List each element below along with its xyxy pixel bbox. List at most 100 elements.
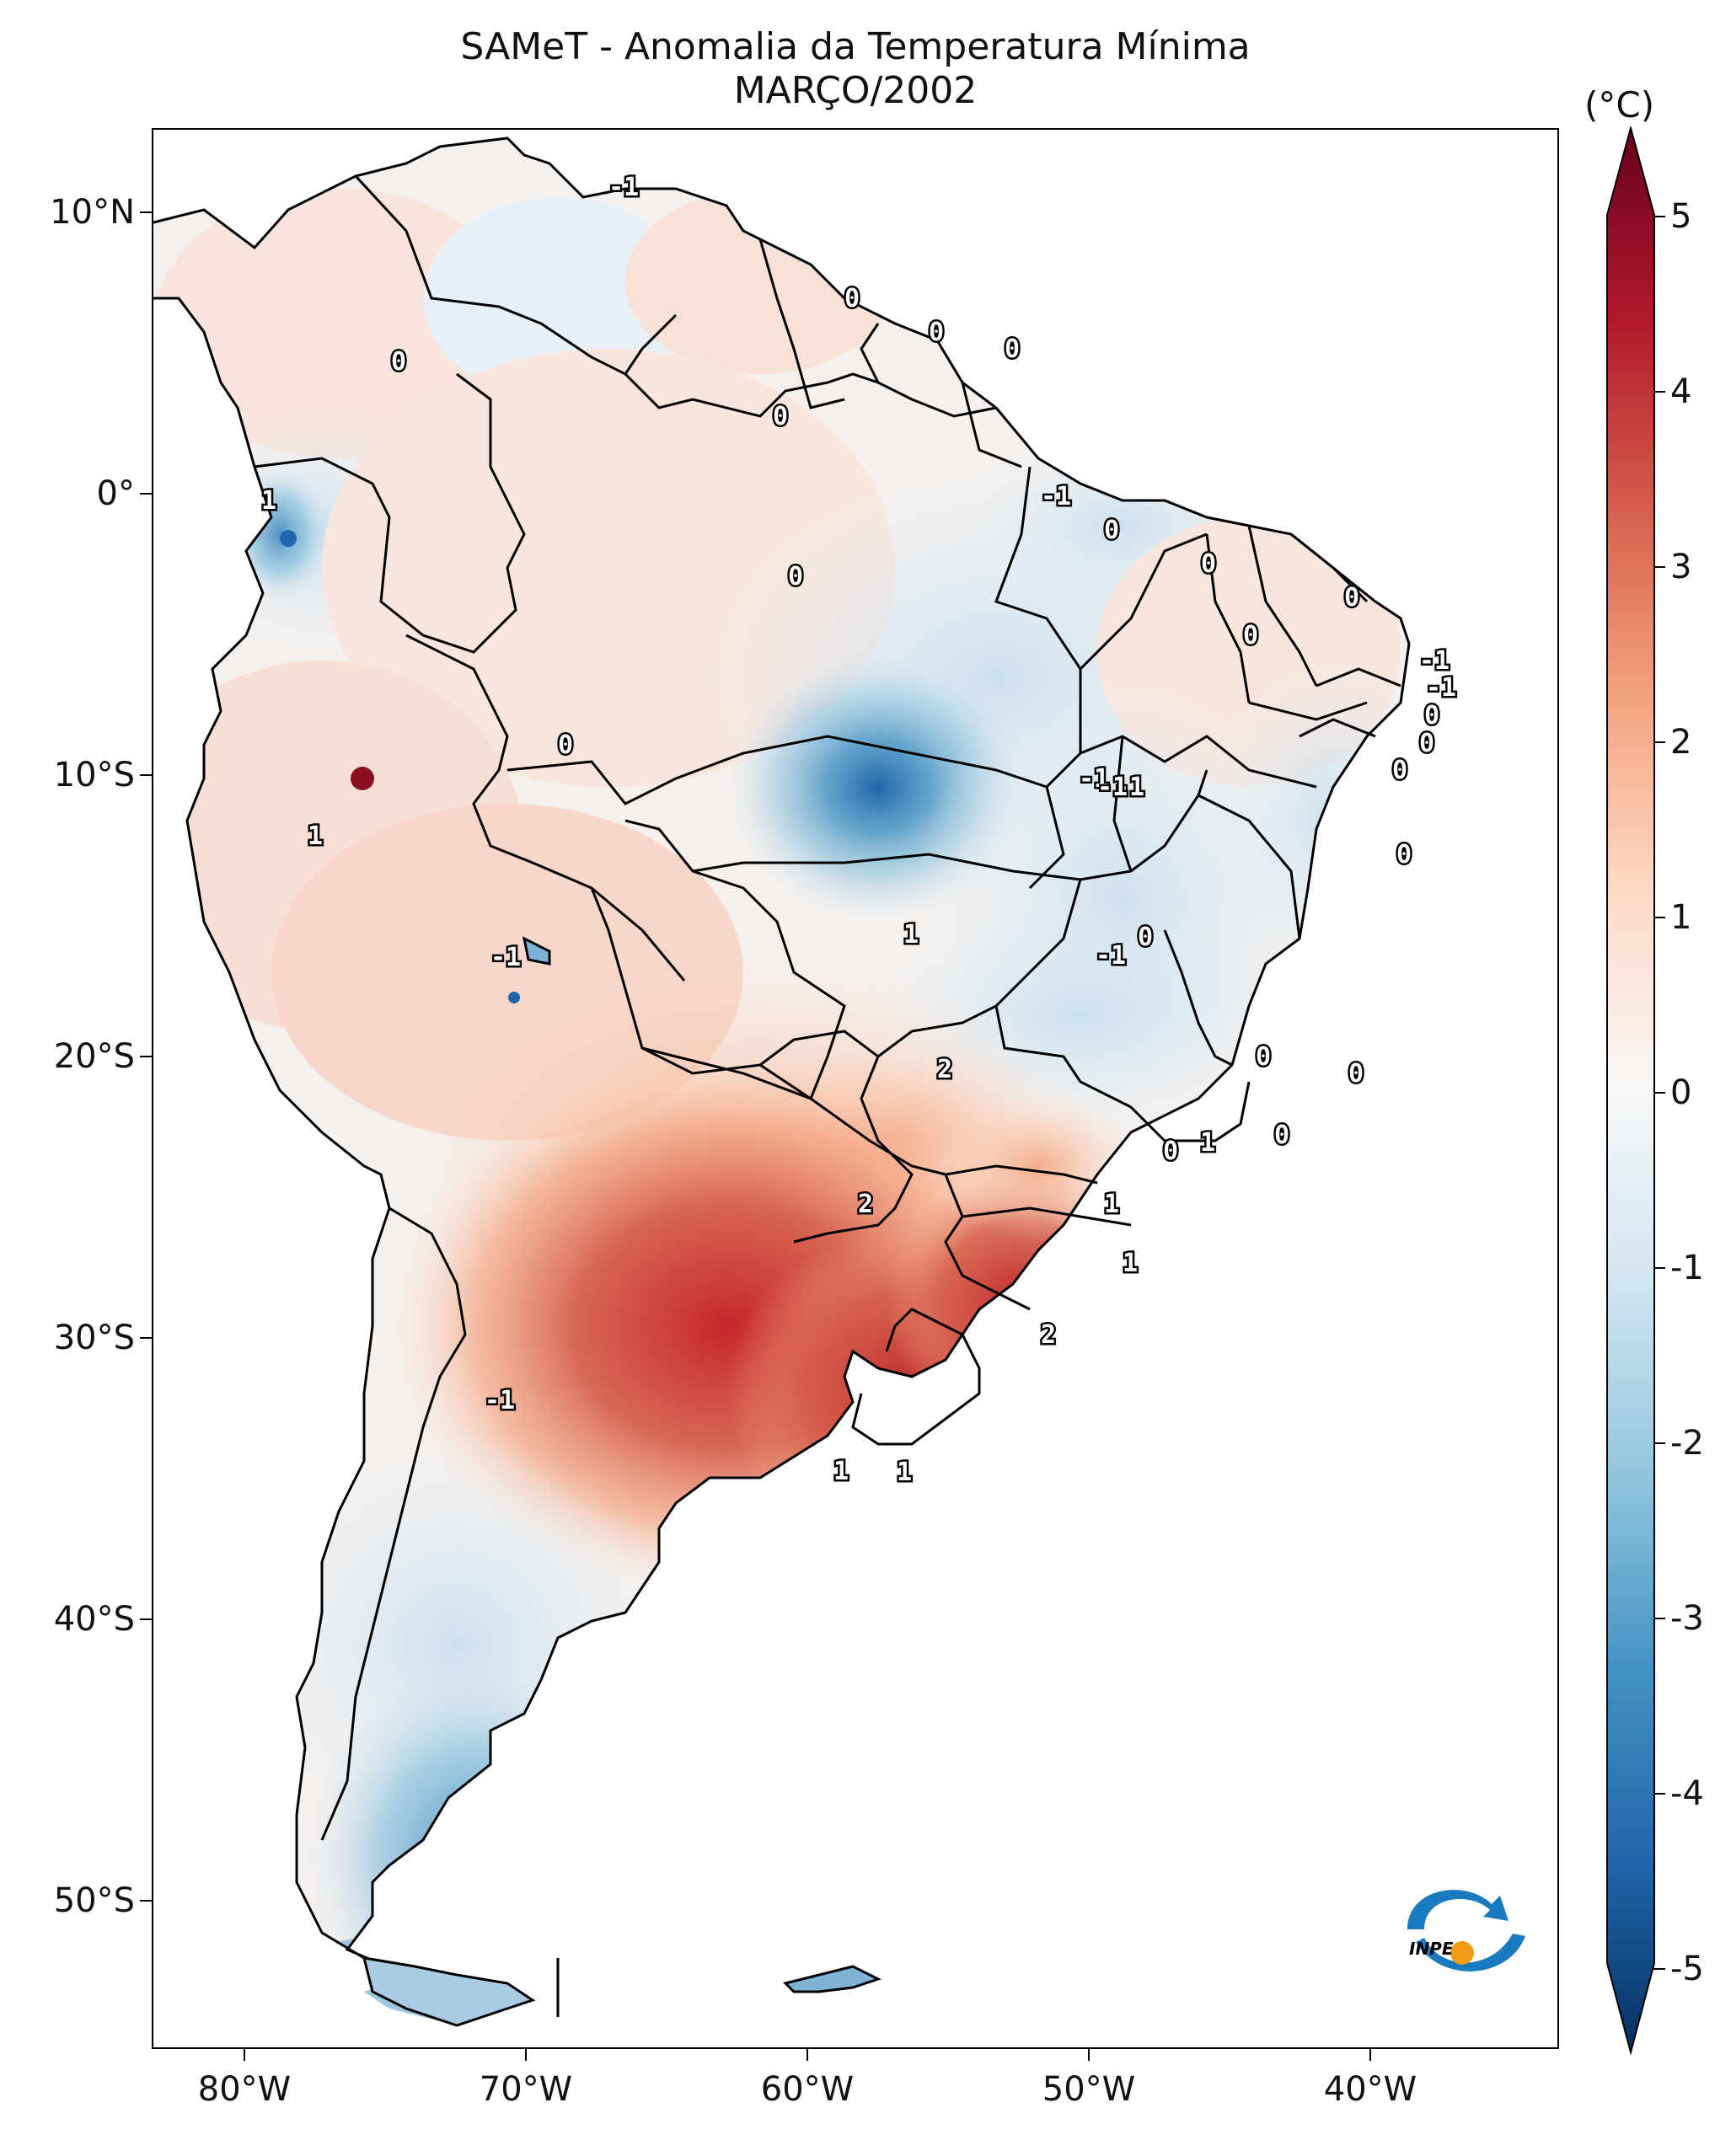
contour-label: 0: [1005, 334, 1020, 364]
colorbar-tick-mark: [1653, 216, 1665, 217]
y-tick-mark: [140, 1618, 152, 1620]
colorbar: [1606, 126, 1655, 2056]
contour-label: -1: [490, 943, 521, 972]
colorbar-tick-mark: [1653, 1442, 1665, 1444]
colorbar-tick-label: -4: [1670, 1774, 1704, 1813]
y-tick-label: 10°N: [50, 193, 135, 232]
contour-label: 0: [1256, 1042, 1271, 1072]
x-tick-label: 60°W: [760, 2070, 855, 2109]
country-borders: [153, 136, 1411, 2027]
inpe-logo: INPE: [1391, 1870, 1534, 1980]
contour-label: -1: [1079, 764, 1109, 794]
contour-label: 0: [1243, 621, 1258, 650]
colorbar-tick-mark: [1653, 566, 1665, 568]
contour-label: 1: [903, 920, 919, 950]
contour-label: 2: [937, 1055, 952, 1084]
x-tick-label: 50°W: [1042, 2070, 1136, 2109]
colorbar-tick-label: -3: [1670, 1599, 1704, 1638]
y-tick-label: 0°: [96, 474, 135, 513]
map-plot-area: -1 0 0 0 0 0 1 0 -1 0 0 0 0 -1 -1 0 0 -1…: [152, 128, 1559, 2049]
contour-label: 0: [1201, 549, 1216, 579]
contour-label: -1: [485, 1386, 515, 1415]
y-tick-label: 40°S: [53, 1600, 135, 1639]
y-tick-mark: [140, 1337, 152, 1339]
colorbar-unit: (°C): [1584, 84, 1655, 126]
contour-label: 0: [773, 402, 788, 431]
contour-label: 0: [1274, 1121, 1289, 1150]
contour-label: 1: [1123, 1249, 1138, 1278]
contour-label: 0: [788, 562, 803, 591]
colorbar-tick-label: 0: [1670, 1073, 1692, 1112]
y-tick-mark: [140, 1900, 152, 1902]
contour-label: -1: [1096, 941, 1126, 971]
x-tick-label: 40°W: [1323, 2070, 1417, 2109]
y-tick-mark: [140, 493, 152, 495]
contour-label: 0: [1419, 729, 1434, 758]
colorbar-tick-mark: [1653, 1968, 1665, 1970]
colorbar-tick-mark: [1653, 1092, 1665, 1094]
contour-label: 0: [1348, 1059, 1364, 1089]
contour-label: 0: [1392, 756, 1407, 785]
contour-label: 0: [1104, 516, 1119, 545]
contour-label: 0: [929, 318, 944, 347]
contour-label: -1: [1114, 773, 1144, 802]
contour-label: 0: [1396, 840, 1412, 869]
colorbar-tick-mark: [1653, 917, 1665, 918]
colorbar-tick-mark: [1653, 1618, 1665, 1619]
contour-label: 2: [858, 1190, 873, 1219]
colorbar-tick-mark: [1653, 741, 1665, 743]
contour-label: 0: [844, 284, 860, 313]
contour-label: 1: [308, 821, 323, 851]
contour-label: -1: [1097, 773, 1128, 802]
contour-label: 0: [1138, 923, 1153, 952]
colorbar-tick-label: 1: [1670, 898, 1692, 937]
contour-label: 1: [897, 1458, 912, 1487]
contour-label: -1: [1419, 646, 1450, 676]
map-canvas: -1 0 0 0 0 0 1 0 -1 0 0 0 0 -1 -1 0 0 -1…: [153, 136, 1459, 2027]
map-title: SAMeT - Anomalia da Temperatura Mínima: [460, 25, 1251, 68]
contour-label: 0: [391, 347, 406, 377]
contour-label: -1: [1041, 482, 1071, 511]
falklands-island: [783, 1965, 882, 1993]
inpe-logo-text: INPE: [1409, 1939, 1454, 1959]
colorbar-tick-mark: [1653, 391, 1665, 393]
colorbar-tick-label: -1: [1670, 1249, 1704, 1287]
anomaly-field: [153, 138, 1409, 2025]
contour-label: -1: [1426, 673, 1456, 703]
colorbar-tick-mark: [1653, 1793, 1665, 1795]
y-tick-mark: [140, 1056, 152, 1057]
contour-label: 0: [1344, 583, 1359, 613]
colorbar-tick-label: -5: [1670, 1950, 1704, 1988]
y-tick-mark: [140, 774, 152, 776]
colorbar-tick-mark: [1653, 1267, 1665, 1269]
colorbar-tick-label: 5: [1670, 197, 1692, 236]
x-tick-label: 70°W: [479, 2070, 573, 2109]
contour-label: 0: [558, 730, 573, 760]
inpe-logo-icon: INPE: [1407, 1890, 1525, 1971]
contour-label: 2: [1041, 1320, 1056, 1350]
y-tick-label: 30°S: [53, 1319, 135, 1357]
colorbar-tick-label: 4: [1670, 372, 1692, 411]
contour-label: -1: [608, 173, 639, 202]
colorbar-tick-label: 3: [1670, 548, 1692, 586]
contour-label: 1: [1200, 1128, 1215, 1158]
x-tick-mark: [1088, 2049, 1090, 2061]
map-subtitle: MARÇO/2002: [733, 69, 978, 112]
contour-label: 0: [1163, 1137, 1178, 1166]
contour-label: 1: [1104, 1190, 1119, 1219]
contour-labels: -1 0 0 0 0 0 1 0 -1 0 0 0 0 -1 -1 0 0 -1…: [260, 171, 1459, 1490]
contour-label: 0: [1424, 701, 1439, 730]
y-tick-label: 10°S: [53, 756, 135, 794]
y-tick-label: 20°S: [53, 1037, 135, 1076]
y-tick-mark: [140, 211, 152, 213]
colorbar-tick-label: -2: [1670, 1424, 1704, 1463]
x-tick-mark: [1369, 2049, 1371, 2061]
x-tick-label: 80°W: [197, 2070, 292, 2109]
contour-label: 1: [261, 486, 276, 516]
contour-label: 1: [833, 1457, 849, 1486]
colorbar-tick-label: 2: [1670, 723, 1692, 762]
x-tick-mark: [807, 2049, 808, 2061]
y-tick-label: 50°S: [53, 1881, 135, 1920]
x-tick-mark: [525, 2049, 527, 2061]
x-tick-mark: [244, 2049, 245, 2061]
